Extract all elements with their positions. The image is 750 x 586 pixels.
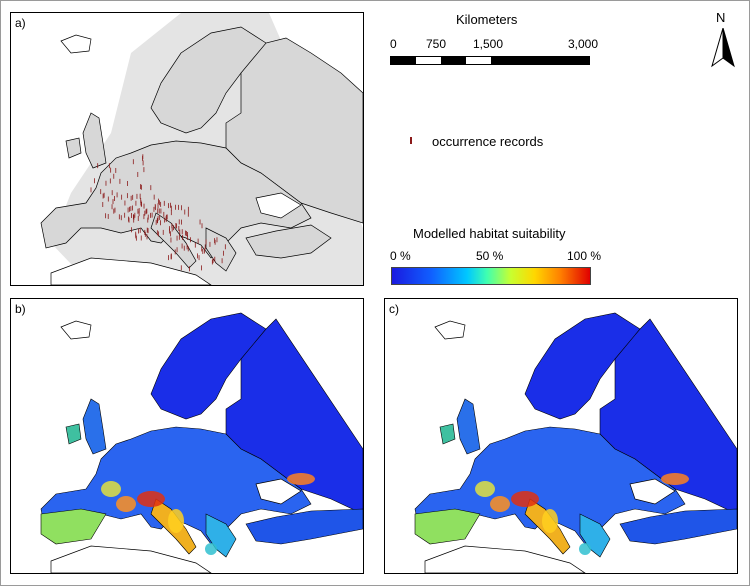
panel-label-c: c) xyxy=(389,302,399,316)
suitability-legend-title: Modelled habitat suitability xyxy=(413,226,566,241)
suitability-region xyxy=(579,513,611,558)
suitability-map-b xyxy=(40,312,363,573)
scale-tick-3000: 3,000 xyxy=(568,37,599,51)
ramp-tick-0: 0 % xyxy=(390,249,411,263)
suitability-hotspot xyxy=(661,473,689,485)
suitability-hotspot xyxy=(475,481,495,497)
suitability-region xyxy=(619,508,737,545)
occurrence-legend-symbol xyxy=(410,137,412,144)
ramp-tick-50: 50 % xyxy=(476,249,504,263)
scale-bar xyxy=(390,56,590,65)
suitability-hotspot xyxy=(287,473,315,485)
suitability-region xyxy=(65,423,82,445)
habitat-suitability-map-b: b) xyxy=(10,298,364,574)
north-arrow: N xyxy=(708,10,738,68)
suitability-region xyxy=(82,398,107,455)
north-arrow-icon xyxy=(711,28,735,68)
black-sea xyxy=(629,478,676,505)
suitability-hotspot xyxy=(579,543,591,555)
occurrence-records xyxy=(90,154,226,272)
italy-land xyxy=(150,212,197,269)
suitability-hotspot xyxy=(168,509,184,533)
continental-europe-land xyxy=(40,140,312,259)
north-label: N xyxy=(716,10,726,25)
balkans-land xyxy=(205,227,237,272)
suitability-region xyxy=(245,508,363,545)
ramp-tick-100: 100 % xyxy=(567,249,602,263)
black-sea xyxy=(255,478,302,505)
suitability-color-ramp xyxy=(391,267,591,285)
anatolia-land xyxy=(245,224,332,259)
suitability-hotspot xyxy=(116,496,136,512)
eastern-europe-land xyxy=(225,37,363,224)
scale-title: Kilometers xyxy=(456,12,518,27)
suitability-region xyxy=(439,423,456,445)
occurrence-map-panel: a) xyxy=(10,12,364,286)
suitability-hotspot xyxy=(205,543,217,555)
ireland-land xyxy=(65,137,82,159)
suitability-region xyxy=(414,508,481,545)
suitability-hotspot xyxy=(137,491,165,507)
occurrence-legend-label: occurrence records xyxy=(432,134,544,149)
scale-tick-750: 750 xyxy=(426,37,447,51)
suitability-region xyxy=(40,508,107,545)
panel-label-a: a) xyxy=(15,16,26,30)
habitat-suitability-map-c: c) xyxy=(384,298,738,574)
panel-label-b: b) xyxy=(15,302,26,316)
north-africa-outline xyxy=(424,545,586,573)
occurrence-map xyxy=(40,13,363,285)
north-africa-outline xyxy=(50,545,212,573)
suitability-hotspot xyxy=(490,496,510,512)
suitability-map-c xyxy=(414,312,737,573)
black-sea xyxy=(255,192,302,219)
suitability-hotspot xyxy=(511,491,539,507)
suitability-hotspot xyxy=(542,509,558,533)
suitability-region xyxy=(205,513,237,558)
suitability-hotspot xyxy=(101,481,121,497)
suitability-region xyxy=(456,398,481,455)
iceland-outline xyxy=(60,320,92,340)
north-africa-outline xyxy=(50,257,212,285)
iceland-outline xyxy=(60,34,92,54)
scale-tick-1500: 1,500 xyxy=(473,37,504,51)
iceland-outline xyxy=(434,320,466,340)
scale-tick-0: 0 xyxy=(390,37,397,51)
britain-land xyxy=(82,112,107,169)
